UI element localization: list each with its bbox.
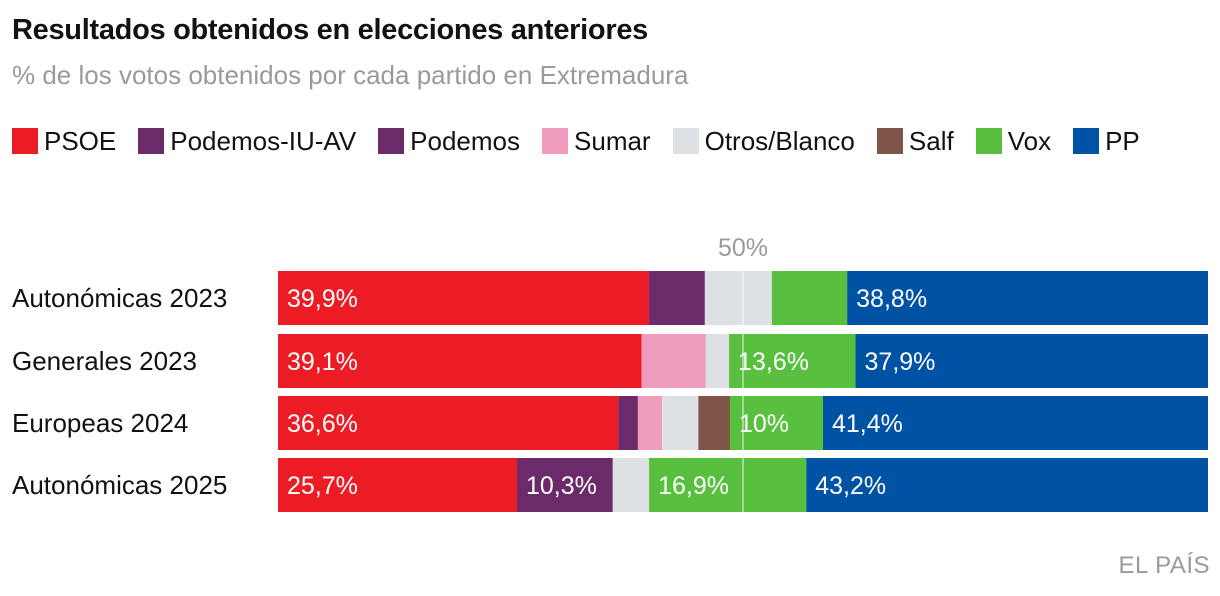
reference-line-label: 50% — [718, 234, 768, 262]
category-label: Generales 2023 — [12, 346, 197, 376]
bar-segment — [618, 396, 638, 450]
bar-segment — [705, 334, 730, 388]
bar-segment — [729, 334, 856, 388]
legend-label: Otros/Blanco — [704, 125, 855, 156]
data-label: 39,9% — [287, 285, 358, 313]
legend-swatch — [975, 128, 1002, 154]
data-label: 43,2% — [815, 472, 886, 500]
legend-label: Podemos-IU-AV — [170, 125, 357, 156]
category-label: Autonómicas 2025 — [12, 470, 227, 500]
bar-segment — [806, 458, 1208, 512]
legend-swatch — [138, 128, 165, 154]
data-label: 10,3% — [526, 472, 597, 500]
bar-segment — [278, 396, 619, 450]
legend-label: PSOE — [44, 125, 117, 156]
legend-item: Podemos — [378, 125, 520, 157]
bar-segment — [698, 396, 730, 450]
bar-segment — [704, 271, 772, 325]
data-label: 39,1% — [287, 348, 358, 376]
legend-item: Vox — [975, 125, 1052, 157]
bar-segment — [278, 334, 642, 388]
bar-segment — [278, 458, 518, 512]
legend-item: Sumar — [542, 125, 651, 157]
bar-segment — [855, 334, 1208, 388]
legend-item: Otros/Blanco — [672, 125, 855, 157]
data-label: 37,9% — [865, 348, 936, 376]
legend-item: PSOE — [12, 125, 116, 157]
legend-swatch — [1073, 128, 1100, 154]
legend-label: Salf — [908, 125, 954, 156]
legend-label: Podemos — [410, 125, 521, 156]
legend-label: Vox — [1007, 125, 1052, 156]
bar-segment — [771, 271, 848, 325]
bar-segment — [278, 271, 650, 325]
bar-segment — [641, 334, 706, 388]
chart-subtitle: % de los votos obtenidos por cada partid… — [12, 60, 689, 90]
bar-segment — [847, 271, 1208, 325]
legend-swatch — [12, 128, 38, 154]
data-label: 10% — [739, 410, 789, 438]
legend-swatch — [672, 128, 699, 154]
bar-segment — [662, 396, 699, 450]
data-label: 36,6% — [287, 410, 358, 438]
legend-item: Podemos-IU-AV — [138, 125, 356, 157]
legend-swatch — [542, 128, 569, 154]
legend-item: PP — [1073, 125, 1140, 157]
legend-swatch — [378, 128, 405, 154]
bar-segment — [729, 396, 823, 450]
legend: PSOE Podemos-IU-AV Podemos Sumar Otros/Blanc… — [12, 125, 1192, 157]
data-label: 16,9% — [658, 472, 729, 500]
legend-label: Sumar — [574, 125, 651, 156]
bar-segment — [649, 458, 807, 512]
source-credit: EL PAÍS — [1118, 552, 1210, 579]
data-label: 13,6% — [738, 348, 809, 376]
legend-item: Salf — [876, 125, 954, 157]
bar-segment — [649, 271, 705, 325]
category-label: Europeas 2024 — [12, 408, 188, 438]
legend-swatch — [876, 128, 903, 154]
data-label: 41,4% — [832, 410, 903, 438]
bar-segment — [637, 396, 663, 450]
chart-title: Resultados obtenidos en elecciones anter… — [12, 14, 648, 46]
category-label: Autonómicas 2023 — [12, 283, 227, 313]
data-label: 25,7% — [287, 472, 358, 500]
bar-segment — [822, 396, 1208, 450]
legend-label: PP — [1105, 125, 1140, 156]
data-label: 38,8% — [856, 285, 927, 313]
bar-segment — [517, 458, 613, 512]
bar-segment — [612, 458, 650, 512]
